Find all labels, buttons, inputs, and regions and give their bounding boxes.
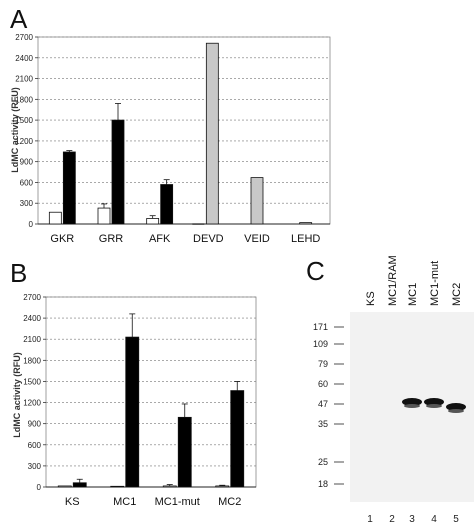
blot-lane-number: 3 [409,514,415,525]
y-tick-label: 1500 [15,116,33,125]
y-tick-label: 600 [20,178,34,187]
bar-grr-white [97,207,111,225]
category-label: MC1-mut [155,496,200,508]
panel-label-b: B [10,258,27,288]
blot-lane-number: 1 [367,514,373,525]
y-tick-label: 1800 [15,95,33,104]
bar-ks-white [57,485,72,488]
category-label: MC1 [113,496,136,508]
y-tick-label: 0 [37,483,42,492]
y-tick-label: 1500 [23,377,41,386]
mw-marker-label: 35 [318,419,328,429]
y-tick-label: 2400 [15,54,33,63]
y-tick-label: 2400 [23,314,41,323]
blot-lane-number: 4 [431,514,437,525]
blot-lane-label: MC1/RAM [387,255,399,306]
panel-label-a: A [10,4,28,34]
y-tick-label: 600 [28,441,42,450]
blot-band [446,403,466,411]
blot-band-shadow [426,404,442,408]
mw-marker-label: 171 [313,322,328,332]
blot-lane-number: 5 [453,514,459,525]
chart-b: 0 300 600 900 1200 1500 1800 2100 2400 2700 KS MC1 M… [23,293,257,508]
category-label: DEVD [193,233,224,245]
blot-band [424,398,444,406]
y-tick-label: 2100 [15,75,33,84]
bar-devd-gray [205,42,219,225]
y-tick-label: 300 [28,462,42,471]
chart-a-ylabel: LdMC activity (RFU) [10,87,20,173]
mw-marker-label: 47 [318,399,328,409]
bar-mc1-mut-white [162,485,177,488]
y-tick-label: 1200 [23,399,41,408]
chart-b-ylabel: LdMC activity (RFU) [12,352,22,438]
y-tick-label: 900 [28,420,42,429]
y-tick-label: 900 [20,158,34,167]
blot-band [402,398,422,406]
bar-afk-black [160,184,174,225]
mw-marker-label: 25 [318,457,328,467]
blot-lane-label: MC1 [407,283,419,306]
bar-mc2-white [215,485,230,488]
blot-band-shadow [404,404,420,408]
mw-marker-label: 109 [313,339,328,349]
category-label: GRR [99,233,124,245]
western-blot: KS 1 MC1/RAM 2 MC1 3 MC1-mut 4 MC2 5 171 109 79 60 47 3… [313,255,474,525]
bar-mc1-mut-black [177,416,192,488]
plot-frame [45,296,257,488]
category-label: KS [65,496,80,508]
bar-gkr-white [48,211,62,225]
y-tick-label: 1200 [15,137,33,146]
bar-ks-black [72,482,87,488]
bar-lehd-gray [299,222,313,225]
bar-mc1-black [125,336,140,488]
bar-mc1-white [110,485,125,488]
panel-label-c: C [306,256,325,286]
mw-marker-label: 79 [318,359,328,369]
category-label: AFK [149,233,171,245]
bar-devd-black [192,223,205,225]
y-tick-label: 2100 [23,335,41,344]
bar-veid-gray [250,177,264,225]
bar-afk-white [146,218,160,225]
category-label: VEID [244,233,270,245]
mw-marker-label: 18 [318,479,328,489]
mw-marker-label: 60 [318,379,328,389]
category-label: MC2 [218,496,241,508]
blot-lane-label: KS [365,291,377,306]
y-tick-label: 300 [20,199,34,208]
bar-gkr-black [62,151,76,225]
category-label: LEHD [291,233,320,245]
blot-lane-label: MC1-mut [429,261,441,306]
chart-a: 0 300 600 900 1200 1500 1800 2100 2400 2700 GKR GRR… [15,33,331,245]
category-label: GKR [50,233,74,245]
bar-mc2-black [230,390,245,488]
blot-band-shadow [448,409,464,413]
y-tick-label: 2700 [15,33,33,42]
y-tick-label: 2700 [23,293,41,302]
y-tick-label: 1800 [23,356,41,365]
y-tick-label: 0 [29,220,34,229]
bar-grr-black [111,119,125,225]
blot-lane-label: MC2 [451,283,463,306]
plot-frame [37,36,331,225]
blot-lane-number: 2 [389,514,395,525]
